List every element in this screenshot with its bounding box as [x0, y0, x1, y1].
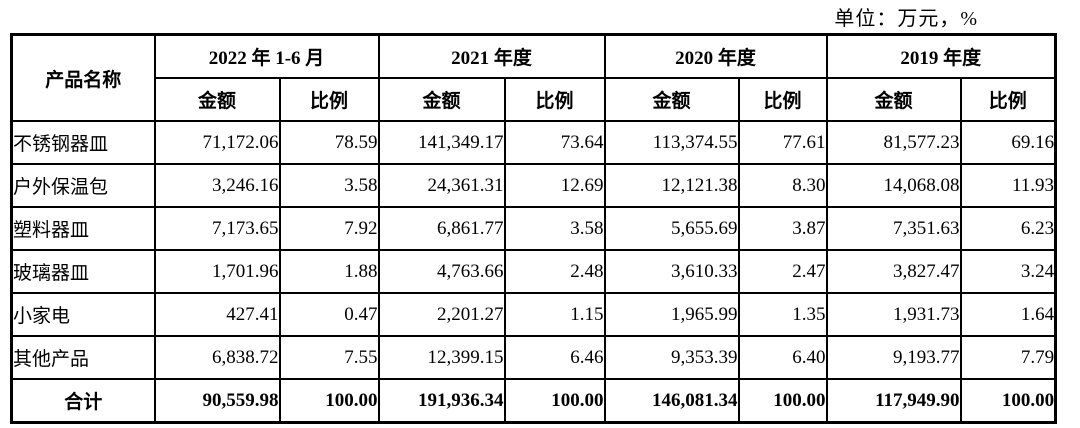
ratio-2020: 2.47 — [737, 249, 828, 294]
total-amount-2021: 191,936.34 — [377, 378, 506, 424]
ratio-2022: 3.58 — [278, 163, 380, 208]
header-period-2019: 2019 年度 — [825, 33, 1057, 79]
table-row: 其他产品 6,838.72 7.55 12,399.15 6.46 9,353.… — [10, 335, 1057, 380]
amount-2020: 5,655.69 — [603, 206, 740, 251]
ratio-2020: 6.40 — [737, 335, 828, 380]
header-amount-2021: 金额 — [377, 77, 506, 122]
header-period-2021: 2021 年度 — [377, 33, 606, 79]
amount-2022: 1,701.96 — [153, 249, 281, 294]
amount-2021: 24,361.31 — [377, 163, 506, 208]
total-ratio-2022: 100.00 — [278, 378, 380, 424]
ratio-2020: 3.87 — [737, 206, 828, 251]
header-amount-2020: 金额 — [603, 77, 740, 122]
table-row: 塑料器皿 7,173.65 7.92 6,861.77 3.58 5,655.6… — [10, 206, 1057, 251]
header-row-periods: 产品名称 2022 年 1-6 月 2021 年度 2020 年度 2019 年… — [10, 33, 1057, 122]
amount-2021: 141,349.17 — [377, 120, 506, 165]
ratio-2022: 0.47 — [278, 292, 380, 337]
header-product-name: 产品名称 — [10, 33, 156, 122]
ratio-2022: 78.59 — [278, 120, 380, 165]
ratio-2019: 69.16 — [959, 120, 1057, 165]
amount-2021: 2,201.27 — [377, 292, 506, 337]
ratio-2022: 1.88 — [278, 249, 380, 294]
ratio-2021: 2.48 — [503, 249, 606, 294]
amount-2022: 71,172.06 — [153, 120, 281, 165]
product-name: 玻璃器皿 — [10, 249, 156, 294]
ratio-2019: 7.79 — [959, 335, 1057, 380]
ratio-2020: 77.61 — [737, 120, 828, 165]
amount-2020: 3,610.33 — [603, 249, 740, 294]
unit-label: 单位：万元，% — [834, 8, 978, 30]
total-ratio-2020: 100.00 — [737, 378, 828, 424]
table-row: 户外保温包 3,246.16 3.58 24,361.31 12.69 12,1… — [10, 163, 1057, 208]
total-row: 合计 90,559.98 100.00 191,936.34 100.00 14… — [10, 378, 1057, 424]
total-ratio-2019: 100.00 — [959, 378, 1057, 424]
product-name: 小家电 — [10, 292, 156, 337]
amount-2020: 12,121.38 — [603, 163, 740, 208]
amount-2021: 6,861.77 — [377, 206, 506, 251]
ratio-2019: 3.24 — [959, 249, 1057, 294]
total-ratio-2021: 100.00 — [503, 378, 606, 424]
amount-2022: 3,246.16 — [153, 163, 281, 208]
header-row-subheaders: 金额 比例 金额 比例 金额 比例 金额 比例 — [12, 77, 1057, 122]
ratio-2021: 12.69 — [503, 163, 606, 208]
amount-2019: 9,193.77 — [825, 335, 962, 380]
ratio-2021: 3.58 — [503, 206, 606, 251]
ratio-2019: 1.64 — [959, 292, 1057, 337]
amount-2020: 1,965.99 — [603, 292, 740, 337]
product-name: 不锈钢器皿 — [10, 120, 156, 165]
amount-2019: 3,827.47 — [825, 249, 962, 294]
table-row: 玻璃器皿 1,701.96 1.88 4,763.66 2.48 3,610.3… — [10, 249, 1057, 294]
amount-2021: 12,399.15 — [377, 335, 506, 380]
ratio-2021: 6.46 — [503, 335, 606, 380]
amount-2019: 81,577.23 — [825, 120, 962, 165]
header-period-2022-h1: 2022 年 1-6 月 — [153, 33, 380, 79]
amount-2022: 427.41 — [153, 292, 281, 337]
total-amount-2019: 117,949.90 — [825, 378, 962, 424]
ratio-2022: 7.92 — [278, 206, 380, 251]
product-name: 户外保温包 — [10, 163, 156, 208]
ratio-2021: 73.64 — [503, 120, 606, 165]
ratio-2021: 1.15 — [503, 292, 606, 337]
ratio-2019: 11.93 — [959, 163, 1057, 208]
product-name: 塑料器皿 — [10, 206, 156, 251]
table-row: 不锈钢器皿 71,172.06 78.59 141,349.17 73.64 1… — [10, 120, 1057, 165]
header-ratio-2021: 比例 — [503, 77, 606, 122]
amount-2020: 9,353.39 — [603, 335, 740, 380]
table-row: 小家电 427.41 0.47 2,201.27 1.15 1,965.99 1… — [10, 292, 1057, 337]
product-revenue-table: 产品名称 2022 年 1-6 月 2021 年度 2020 年度 2019 年… — [10, 33, 1058, 424]
total-amount-2022: 90,559.98 — [153, 378, 281, 424]
header-ratio-2019: 比例 — [959, 77, 1057, 122]
amount-2022: 6,838.72 — [153, 335, 281, 380]
header-ratio-2022: 比例 — [278, 77, 380, 122]
header-period-2020: 2020 年度 — [603, 33, 828, 79]
amount-2021: 4,763.66 — [377, 249, 506, 294]
product-name: 其他产品 — [10, 335, 156, 380]
total-label: 合计 — [10, 378, 156, 424]
amount-2020: 113,374.55 — [603, 120, 740, 165]
total-amount-2020: 146,081.34 — [603, 378, 740, 424]
ratio-2020: 1.35 — [737, 292, 828, 337]
ratio-2019: 6.23 — [959, 206, 1057, 251]
amount-2019: 1,931.73 — [825, 292, 962, 337]
ratio-2022: 7.55 — [278, 335, 380, 380]
header-amount-2022: 金额 — [153, 77, 281, 122]
amount-2019: 7,351.63 — [825, 206, 962, 251]
header-amount-2019: 金额 — [825, 77, 962, 122]
header-ratio-2020: 比例 — [737, 77, 828, 122]
ratio-2020: 8.30 — [737, 163, 828, 208]
amount-2019: 14,068.08 — [825, 163, 962, 208]
amount-2022: 7,173.65 — [153, 206, 281, 251]
